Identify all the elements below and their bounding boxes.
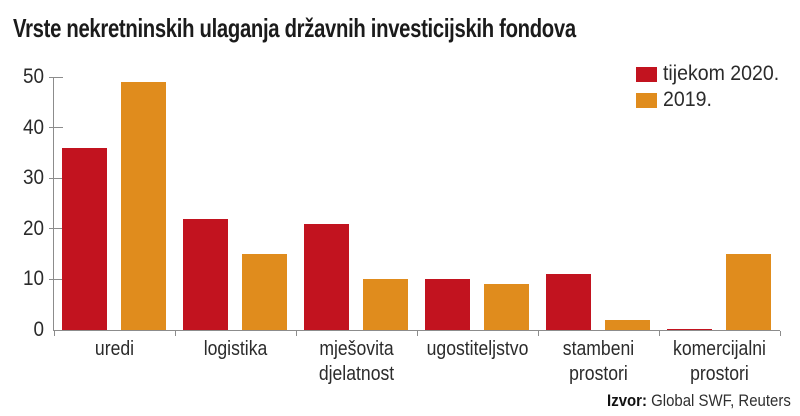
source-note: Izvor: Global SWF, Reuters: [607, 391, 791, 411]
y-axis-label-50: 50: [22, 65, 44, 88]
x-axis-tick-2: [296, 331, 297, 336]
x-axis-label-mje-ovita-djelatnost: mješovita djelatnost: [318, 338, 395, 385]
y-axis-label-30: 30: [22, 166, 44, 190]
x-axis-tick-3: [417, 331, 418, 336]
x-axis-tick-5: [659, 331, 660, 336]
y-axis-label-0: 0: [33, 318, 44, 341]
bar-2019-logistika: [242, 254, 287, 330]
legend: tijekom 2020. 2019.: [636, 62, 788, 118]
bar-tijekom-2020-stambeni-prostori: [546, 274, 591, 330]
bar-2019-stambeni-prostori: [605, 319, 650, 330]
y-axis-tick-20: [49, 228, 63, 230]
x-axis-label-komercijalni-prostori: komercijalni prostori: [673, 338, 766, 385]
x-axis-label-ugostiteljstvo: ugostiteljstvo: [426, 338, 529, 360]
y-axis-label-10: 10: [22, 267, 44, 291]
source-label: Izvor:: [607, 391, 648, 410]
bar-2019-uredi: [121, 82, 166, 330]
legend-swatch-icon: [636, 66, 657, 82]
x-axis-label-uredi: uredi: [94, 338, 135, 360]
y-axis-tick-50: [49, 76, 63, 78]
y-axis-label-20: 20: [22, 216, 44, 240]
legend-swatch-icon: [636, 92, 657, 108]
legend-row-2019: 2019.: [636, 88, 788, 111]
legend-row-tijekom-2020: tijekom 2020.: [636, 62, 788, 85]
plot-area: 0 10 20 30 40 50 uredi logistika mješovita djela…: [23, 65, 781, 385]
y-axis-tick-10: [49, 278, 63, 280]
bar-2019-ugostiteljstvo: [484, 284, 529, 330]
y-axis-label-40: 40: [22, 115, 44, 139]
chart-title: Vrste nekretninskih ulaganja državnih in…: [13, 13, 576, 43]
legend-label: 2019.: [663, 88, 712, 111]
bar-tijekom-2020-komercijalni-prostori: [667, 328, 712, 330]
y-axis-tick-40: [49, 127, 63, 129]
x-axis-tick-1: [175, 331, 176, 336]
x-axis-tick-0: [54, 331, 55, 336]
x-axis-tick-6: [780, 331, 781, 336]
bar-2019-komercijalni-prostori: [726, 254, 771, 330]
source-text: Global SWF, Reuters: [651, 391, 791, 410]
x-axis-label-stambeni-prostori: stambeni prostori: [562, 338, 635, 385]
bar-tijekom-2020-mje-ovita-djelatnost: [304, 223, 349, 330]
bar-tijekom-2020-uredi: [62, 147, 107, 330]
legend-label: tijekom 2020.: [663, 62, 780, 85]
bar-2019-mje-ovita-djelatnost: [363, 279, 408, 330]
bar-tijekom-2020-logistika: [183, 218, 228, 330]
bar-tijekom-2020-ugostiteljstvo: [425, 279, 470, 330]
x-axis-label-logistika: logistika: [203, 338, 268, 360]
y-axis-tick-30: [49, 177, 63, 179]
x-axis-tick-4: [538, 331, 539, 336]
